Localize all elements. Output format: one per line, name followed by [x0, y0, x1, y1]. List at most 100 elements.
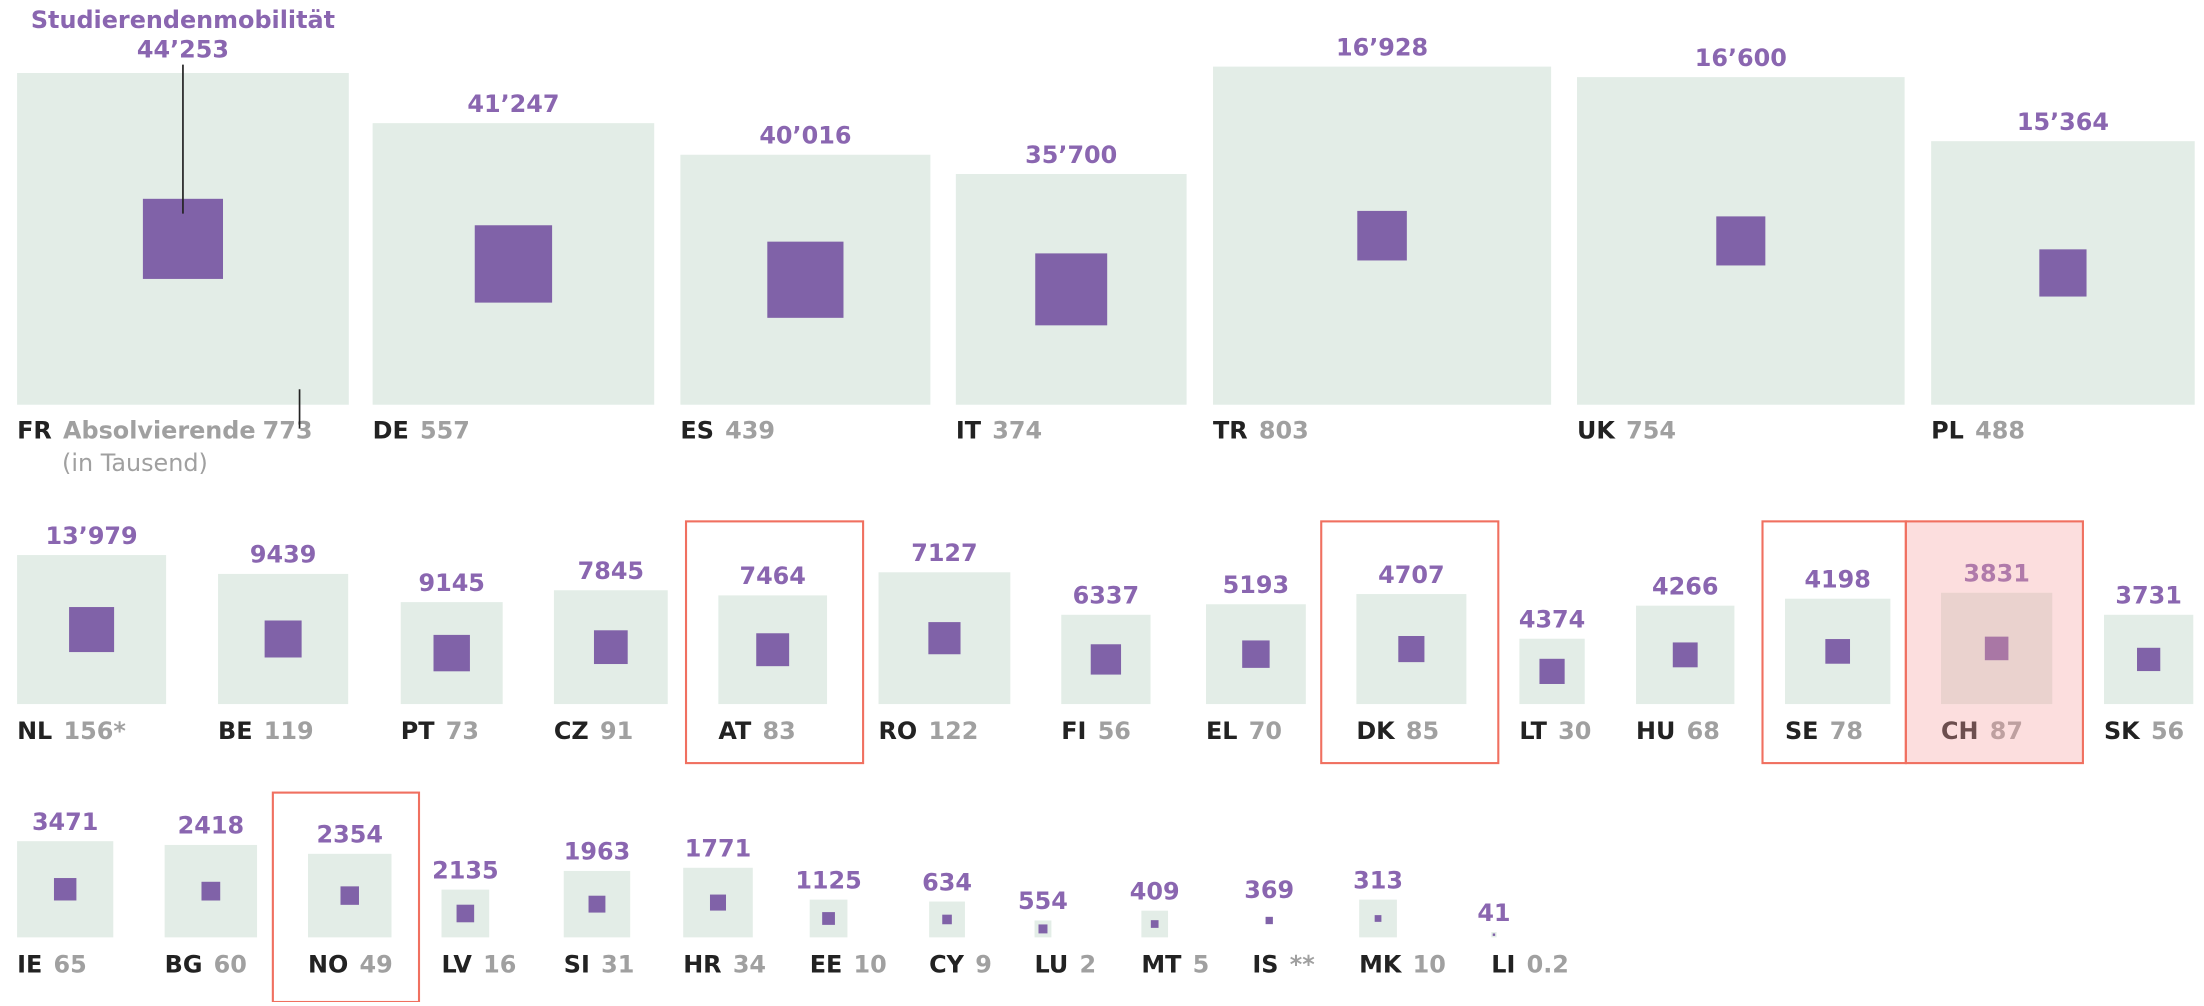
- graduates-label: 2: [1080, 950, 1097, 978]
- mobility-label: 1963: [564, 838, 630, 866]
- mobility-square: [1150, 920, 1159, 928]
- mobility-square: [456, 904, 475, 923]
- country-label: BE 119: [218, 717, 314, 745]
- country-label: IT 374: [956, 416, 1042, 444]
- mobility-square: [2039, 249, 2087, 297]
- mobility-label: 2418: [178, 812, 244, 840]
- mobility-square: [474, 225, 553, 303]
- mobility-label: 16’600: [1695, 44, 1787, 72]
- graduates-label: 10: [854, 950, 887, 978]
- mobility-square: [1716, 216, 1766, 266]
- graduates-label: 73: [446, 717, 479, 745]
- graduates-label: 374: [992, 416, 1042, 444]
- mobility-label: 7464: [739, 562, 805, 590]
- mobility-label: 2135: [432, 856, 498, 884]
- mobility-square: [1672, 642, 1698, 668]
- country-code: LU: [1035, 950, 1069, 978]
- country-label: IS **: [1252, 950, 1314, 978]
- country-label: LI 0.2: [1491, 950, 1569, 978]
- country-label: TR 803: [1213, 416, 1309, 444]
- mobility-label: 554: [1018, 887, 1068, 915]
- graduates-label: 85: [1406, 717, 1439, 745]
- country-code: IT: [956, 416, 982, 444]
- mobility-label: 44’253: [137, 36, 229, 64]
- country-code: MK: [1359, 950, 1403, 978]
- mobility-square: [1539, 658, 1565, 684]
- graduates-label: 439: [725, 416, 775, 444]
- mobility-label: 4374: [1519, 605, 1585, 633]
- country-label: DK 85: [1356, 717, 1439, 745]
- mobility-square: [1242, 640, 1270, 668]
- country-label: IE 65: [17, 950, 87, 978]
- graduates-label: 488: [1975, 416, 2025, 444]
- country-code: CH: [1941, 717, 1979, 745]
- graduates-label: **: [1290, 950, 1315, 978]
- mobility-square: [1035, 253, 1108, 326]
- country-code: UK: [1577, 416, 1616, 444]
- mobility-label: 6337: [1073, 582, 1139, 610]
- graduates-label: 68: [1687, 717, 1720, 745]
- country-code: CY: [929, 950, 965, 978]
- country-label: LU 2: [1035, 950, 1097, 978]
- country-code: EE: [810, 950, 843, 978]
- mobility-square: [69, 607, 115, 653]
- country-label: DE 557: [373, 416, 470, 444]
- mobility-square: [201, 881, 221, 901]
- mobility-label: 40’016: [759, 122, 851, 150]
- country-code: DE: [373, 416, 409, 444]
- mobility-square: [264, 620, 302, 658]
- mobility-label: 634: [922, 868, 972, 896]
- graduates-label: 803: [1259, 416, 1309, 444]
- country-code: SE: [1785, 717, 1819, 745]
- series-name: Studierendenmobilität: [31, 6, 335, 34]
- graduates-label: 557: [420, 416, 470, 444]
- country-label: SE 78: [1785, 717, 1863, 745]
- graduates-label: 70: [1249, 717, 1282, 745]
- country-code: EL: [1206, 717, 1238, 745]
- mobility-label: 16’928: [1336, 33, 1428, 61]
- country-label: LV 16: [441, 950, 516, 978]
- graduates-label: 78: [1830, 717, 1863, 745]
- country-code: IE: [17, 950, 42, 978]
- graduates-label: 9: [975, 950, 992, 978]
- mobility-square: [2137, 647, 2161, 672]
- mobility-label: 3831: [1963, 560, 2029, 588]
- mobility-label: 41’247: [467, 90, 559, 118]
- graduates-label: 773: [263, 416, 313, 444]
- country-code: CZ: [554, 717, 589, 745]
- graduates-label: 122: [928, 717, 978, 745]
- country-label: CH 87: [1941, 717, 2023, 745]
- mobility-label: 369: [1244, 876, 1294, 904]
- mobility-square: [1038, 924, 1048, 934]
- country-label: HR 34: [683, 950, 766, 978]
- country-code: ES: [680, 416, 714, 444]
- mobility-square: [593, 630, 628, 665]
- mobility-label: 4707: [1378, 561, 1444, 589]
- country-code: LV: [441, 950, 472, 978]
- country-label: EL 70: [1206, 717, 1282, 745]
- mobility-square: [1492, 933, 1496, 936]
- mobility-square: [433, 634, 470, 672]
- mobility-label: 409: [1130, 877, 1180, 905]
- mobility-label: 9145: [418, 569, 484, 597]
- mobility-square: [1090, 644, 1122, 675]
- mobility-label: 1125: [795, 866, 861, 894]
- country-code: RO: [879, 717, 918, 745]
- country-code: NO: [308, 950, 348, 978]
- mobility-square: [822, 912, 835, 925]
- country-label: RO 122: [879, 717, 979, 745]
- country-code: BG: [165, 950, 203, 978]
- focus-layer: [1904, 520, 2084, 765]
- country-label: CY 9: [929, 950, 992, 978]
- country-label: PL 488: [1931, 416, 2025, 444]
- country-label: MT 5: [1141, 950, 1209, 978]
- country-code: HU: [1636, 717, 1675, 745]
- series-name: Absolvierende: [63, 416, 256, 444]
- country-label: EE 10: [810, 950, 887, 978]
- country-label: MK 10: [1359, 950, 1446, 978]
- mobility-label: 35’700: [1025, 141, 1117, 169]
- graduates-label: 34: [733, 950, 766, 978]
- mobility-square: [928, 622, 961, 655]
- country-code: BE: [218, 717, 253, 745]
